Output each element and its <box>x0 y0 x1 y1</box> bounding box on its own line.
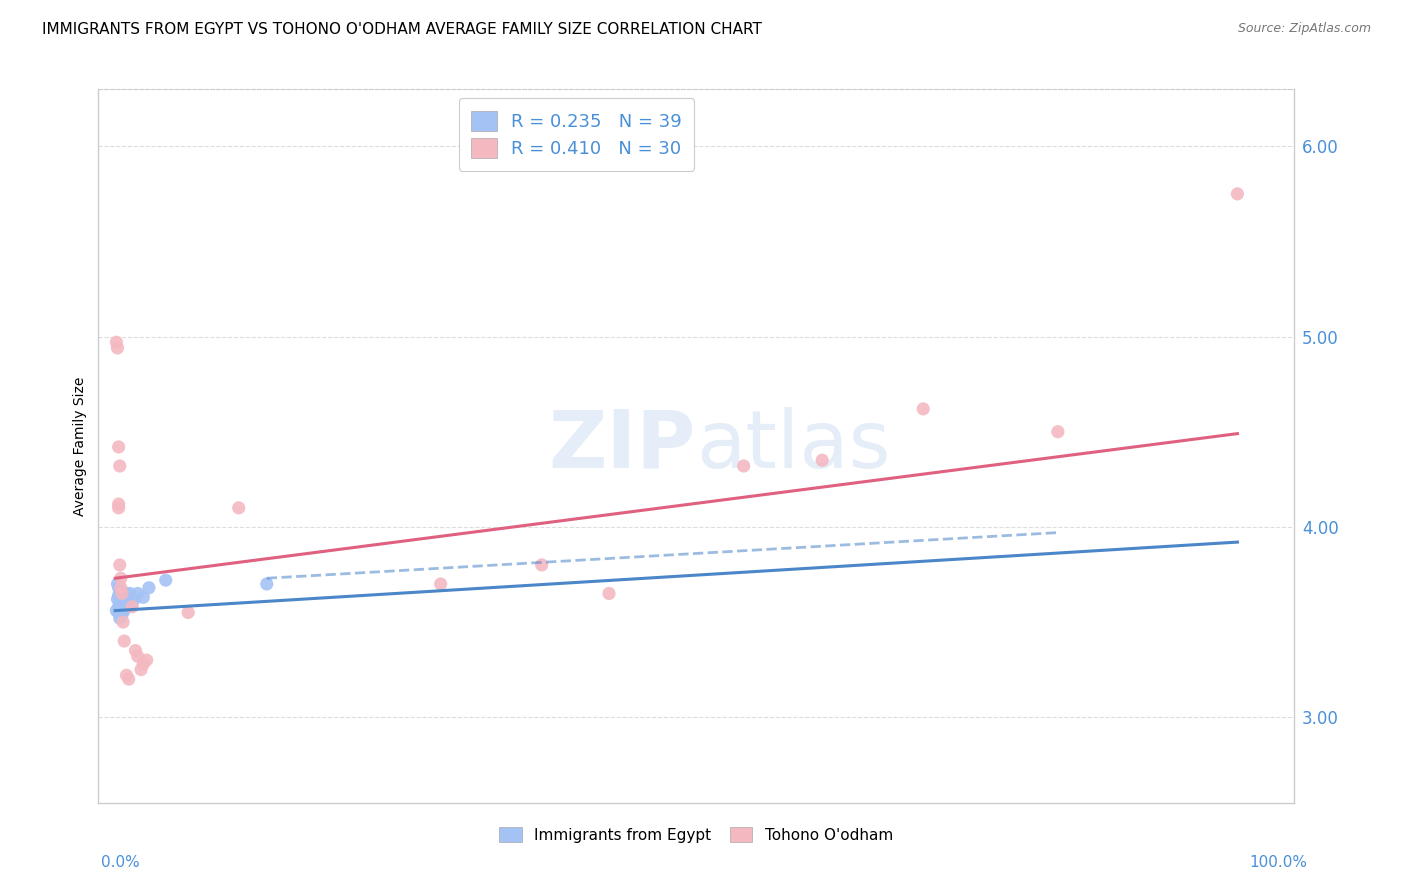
Point <box>110 606 132 620</box>
Text: IMMIGRANTS FROM EGYPT VS TOHONO O'ODHAM AVERAGE FAMILY SIZE CORRELATION CHART: IMMIGRANTS FROM EGYPT VS TOHONO O'ODHAM … <box>42 22 762 37</box>
Y-axis label: Average Family Size: Average Family Size <box>73 376 87 516</box>
Point <box>108 458 131 473</box>
Point <box>124 643 146 657</box>
Point <box>132 591 155 605</box>
Point <box>124 592 146 607</box>
Text: ZIP: ZIP <box>548 407 696 485</box>
Point <box>111 592 134 607</box>
Point <box>107 606 129 620</box>
Point <box>733 458 755 473</box>
Text: atlas: atlas <box>696 407 890 485</box>
Point <box>598 586 620 600</box>
Point <box>110 592 132 607</box>
Point <box>111 586 134 600</box>
Point <box>108 611 131 625</box>
Point <box>811 453 834 467</box>
Point <box>120 591 142 605</box>
Point <box>127 649 149 664</box>
Point <box>132 657 155 671</box>
Point <box>114 596 136 610</box>
Point <box>111 586 134 600</box>
Point <box>912 401 935 416</box>
Point <box>228 500 250 515</box>
Point <box>108 596 131 610</box>
Point <box>127 586 149 600</box>
Point <box>530 558 553 572</box>
Point <box>107 440 129 454</box>
Point <box>121 596 143 610</box>
Point <box>111 599 134 614</box>
Point <box>111 606 134 620</box>
Point <box>129 663 152 677</box>
Point <box>112 596 135 610</box>
Point <box>110 586 132 600</box>
Point <box>112 634 135 648</box>
Point <box>107 581 129 595</box>
Point <box>107 592 129 607</box>
Point <box>107 588 129 602</box>
Point <box>110 571 132 585</box>
Point <box>112 599 135 614</box>
Point <box>107 341 129 355</box>
Point <box>115 599 138 614</box>
Point <box>114 592 136 607</box>
Text: 100.0%: 100.0% <box>1250 855 1308 870</box>
Point <box>107 599 129 614</box>
Point <box>107 577 129 591</box>
Text: 0.0%: 0.0% <box>101 855 141 870</box>
Point <box>112 606 135 620</box>
Point <box>1226 186 1249 201</box>
Point <box>108 599 131 614</box>
Point <box>110 596 132 610</box>
Point <box>112 591 135 605</box>
Point <box>112 598 135 612</box>
Point <box>117 592 139 607</box>
Point <box>138 581 160 595</box>
Point <box>429 577 451 591</box>
Point <box>118 586 141 600</box>
Point <box>1046 425 1069 439</box>
Point <box>121 599 143 614</box>
Point <box>115 586 138 600</box>
Point <box>155 573 177 587</box>
Point <box>105 335 128 350</box>
Point <box>112 601 135 615</box>
Point <box>118 596 141 610</box>
Point <box>107 497 129 511</box>
Text: Source: ZipAtlas.com: Source: ZipAtlas.com <box>1237 22 1371 36</box>
Point <box>118 672 141 686</box>
Legend: Immigrants from Egypt, Tohono O'odham: Immigrants from Egypt, Tohono O'odham <box>494 821 898 848</box>
Point <box>105 604 128 618</box>
Point <box>256 577 278 591</box>
Point <box>110 581 132 595</box>
Point <box>135 653 157 667</box>
Point <box>177 606 200 620</box>
Point <box>115 668 138 682</box>
Point <box>108 558 131 572</box>
Point <box>107 500 129 515</box>
Point <box>112 615 135 629</box>
